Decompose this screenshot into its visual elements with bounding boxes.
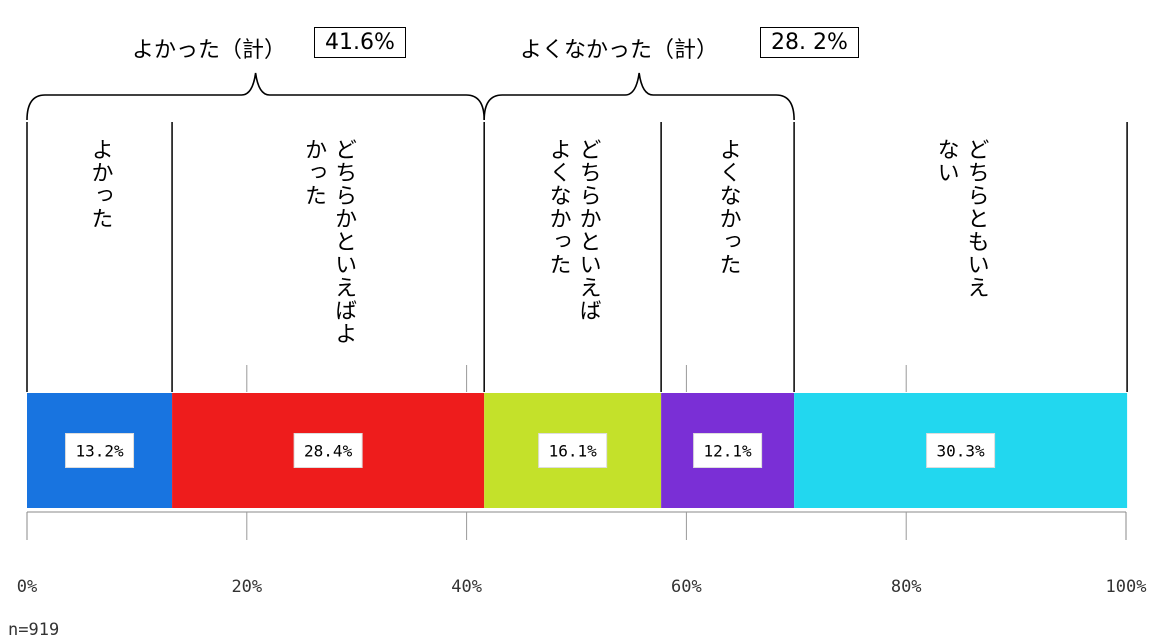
group-bracket-good (26, 72, 485, 121)
category-label-line: ない (933, 138, 959, 184)
category-label-line: よくなかった (715, 138, 741, 276)
data-label-box (293, 433, 363, 468)
group-label-bad: よくなかった（計） (520, 38, 719, 63)
category-label: よかった (85, 138, 115, 230)
data-label: 16.1% (549, 442, 598, 461)
category-label-line: どちらかといえば (575, 138, 601, 322)
category-label-line: よくなかった (545, 138, 571, 276)
category-label-line: よかった (87, 138, 113, 230)
category-label: どちらかといえばよ かった (298, 138, 358, 345)
category-label: どちらかといえば よくなかった (543, 138, 603, 322)
category-label-line: かった (301, 138, 327, 207)
group-value-bad: 28. 2% (760, 27, 859, 58)
group-value-good: 41.6% (314, 27, 406, 58)
x-tick-label: 40% (451, 577, 482, 597)
x-tick-label: 0% (17, 577, 37, 597)
data-label: 28.4% (304, 442, 353, 461)
group-label-good: よかった（計） (132, 38, 287, 63)
sample-size-note: n=919 (8, 620, 60, 640)
data-label-box (693, 433, 763, 468)
group-bracket-bad (483, 72, 795, 121)
x-tick-label: 20% (231, 577, 262, 597)
x-tick-label: 60% (671, 577, 702, 597)
data-label-box (926, 433, 996, 468)
x-tick-label: 80% (891, 577, 922, 597)
category-label: よくなかった (713, 138, 743, 276)
data-label-box (65, 433, 135, 468)
data-label: 30.3% (937, 442, 986, 461)
category-label: どちらともいえ ない (931, 138, 991, 299)
data-label-box (538, 433, 608, 468)
x-tick-label: 100% (1106, 577, 1147, 597)
category-label-line: どちらともいえ (963, 138, 989, 299)
data-label: 13.2% (75, 442, 124, 461)
category-label-line: どちらかといえばよ (331, 138, 357, 345)
data-label: 12.1% (704, 442, 753, 461)
